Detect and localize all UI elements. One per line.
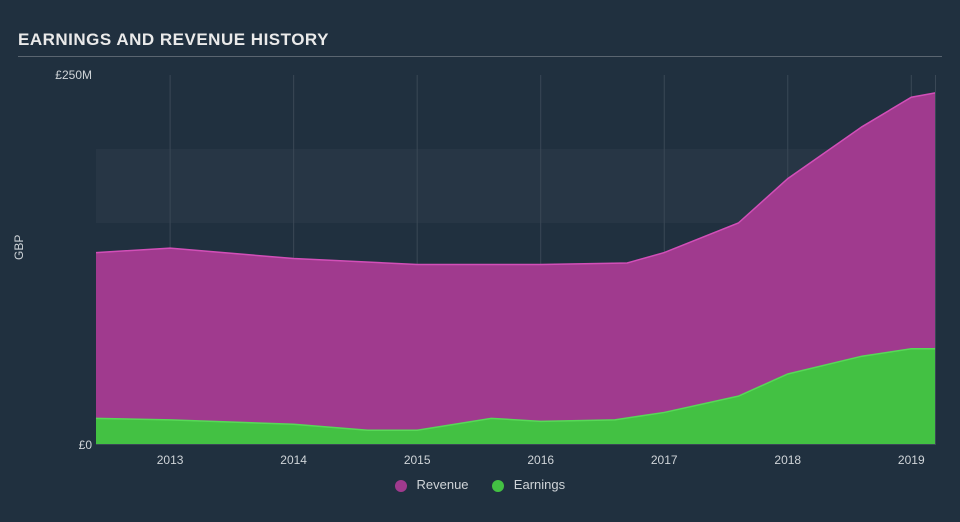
legend-label-earnings: Earnings [514, 477, 565, 492]
chart-legend: Revenue Earnings [18, 477, 942, 492]
x-tick-label: 2013 [157, 453, 184, 467]
chart-body: GBP Revenue Earnings £0£250M201320142015… [18, 75, 942, 505]
x-tick-label: 2018 [774, 453, 801, 467]
legend-item-earnings: Earnings [492, 477, 565, 492]
x-tick-label: 2014 [280, 453, 307, 467]
chart-plot [96, 75, 936, 445]
legend-label-revenue: Revenue [417, 477, 469, 492]
legend-swatch-earnings [492, 480, 504, 492]
x-tick-label: 2016 [527, 453, 554, 467]
y-tick-label: £0 [48, 438, 92, 452]
x-tick-label: 2019 [898, 453, 925, 467]
legend-swatch-revenue [395, 480, 407, 492]
chart-svg [96, 75, 936, 445]
legend-item-revenue: Revenue [395, 477, 469, 492]
chart-container: EARNINGS AND REVENUE HISTORY GBP Revenue… [0, 0, 960, 522]
x-tick-label: 2015 [404, 453, 431, 467]
y-axis-title: GBP [12, 235, 26, 260]
chart-title: EARNINGS AND REVENUE HISTORY [18, 30, 942, 57]
x-tick-label: 2017 [651, 453, 678, 467]
y-tick-label: £250M [48, 68, 92, 82]
